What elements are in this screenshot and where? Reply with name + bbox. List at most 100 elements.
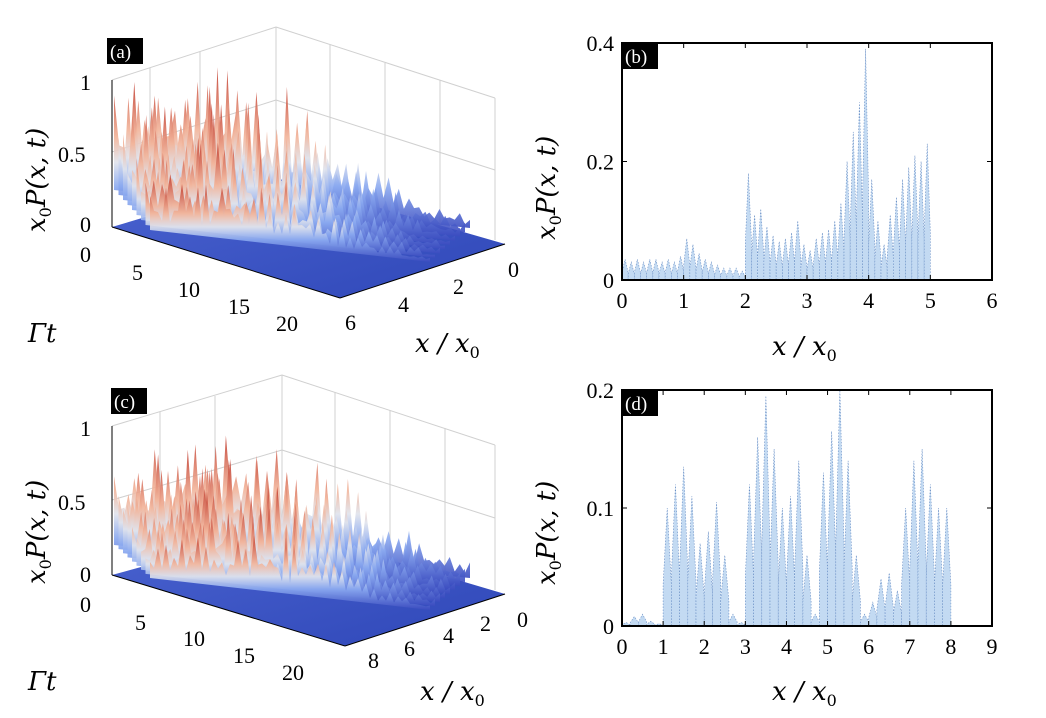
bar: [794, 460, 804, 627]
panel-c-t-label: Γt: [27, 667, 57, 697]
panel-b-y-ticks: 0 0.2 0.4: [587, 31, 992, 293]
bar: [687, 496, 697, 627]
bar: [701, 259, 709, 281]
bar: [640, 261, 647, 281]
bar: [819, 232, 826, 281]
y-tick-label: 0.2: [587, 150, 615, 175]
bar: [911, 155, 919, 281]
bar: [761, 395, 771, 627]
panel-c-x-tick: 8: [368, 648, 379, 673]
bar: [856, 102, 863, 281]
panel-c-x-tick: 4: [443, 623, 454, 648]
panel-c-t-axis: [111, 574, 346, 647]
bar: [769, 448, 779, 627]
bar: [726, 267, 734, 281]
panel-a-t-tick: 10: [178, 277, 200, 302]
panel-c-z-tick: 0.5: [58, 490, 86, 515]
bar: [775, 241, 783, 281]
bar: [934, 507, 943, 627]
x-tick-label: 0: [617, 634, 628, 659]
panel-a-t-axis: [111, 226, 341, 299]
bar: [893, 590, 902, 627]
bar: [782, 238, 789, 281]
x-tick-label: 6: [987, 288, 998, 313]
bar: [677, 256, 684, 281]
bar: [925, 484, 935, 627]
bar: [825, 229, 832, 281]
panel-d-bars: [621, 389, 952, 627]
panel-c-t-tick: 5: [135, 610, 146, 635]
bar: [712, 502, 721, 627]
bar: [868, 601, 878, 627]
panel-c-t-tick: 15: [233, 643, 255, 668]
panel-c-x-tick: 2: [480, 611, 491, 636]
y-tick-label: 0: [603, 614, 614, 639]
panel-a-tag-bg: [107, 38, 143, 64]
panel-d-x-label: x / x0: [772, 677, 837, 710]
panel-a-z-tick: 0: [80, 212, 91, 237]
bar: [802, 555, 812, 627]
panel-a-surface: [112, 67, 505, 298]
bar: [627, 261, 635, 281]
bar: [695, 543, 705, 627]
panel-c-z-tick: 1: [80, 416, 91, 441]
x-tick-label: 8: [945, 634, 956, 659]
bar: [695, 253, 703, 281]
bar: [843, 460, 853, 627]
bar: [745, 173, 752, 281]
bar: [720, 267, 728, 281]
bar: [777, 507, 787, 627]
panel-a-z-tick: 1: [80, 70, 91, 95]
panel-b-axes-frame: [621, 42, 993, 281]
panel-c-surface: [112, 435, 505, 646]
bar: [835, 389, 845, 627]
bar: [720, 555, 730, 627]
bar: [732, 267, 740, 281]
bar: [769, 235, 777, 281]
panel-c-x-tick: 0: [517, 607, 528, 632]
bar: [638, 613, 647, 627]
bar: [671, 484, 680, 627]
bar: [703, 531, 713, 627]
bar: [849, 131, 857, 281]
bar: [763, 226, 771, 281]
bar: [862, 48, 869, 281]
panel-a-x-tick: 6: [345, 310, 356, 335]
y-tick-label: 0.4: [587, 31, 615, 56]
bar: [923, 143, 931, 281]
x-tick-label: 4: [781, 634, 792, 659]
x-tick-label: 2: [699, 634, 710, 659]
bar: [689, 244, 697, 281]
panel-a-x-axis: [339, 243, 506, 299]
bar: [851, 555, 861, 627]
bar: [917, 448, 927, 627]
panel-a: 1 0.5 0 0 5 10 15 20 6 4 2 0 x0P(x, t) Γ…: [22, 26, 519, 362]
bar: [728, 613, 738, 627]
panel-a-x-label: x / x0: [415, 329, 480, 362]
bar: [629, 616, 639, 627]
panel-c-z-tick: 0: [80, 562, 91, 587]
bar: [652, 259, 660, 281]
y-tick-label: 0.1: [587, 496, 615, 521]
bar: [708, 261, 715, 281]
x-tick-label: 9: [987, 634, 998, 659]
bar: [751, 214, 758, 281]
bar: [905, 167, 913, 281]
surface-ridge: [150, 184, 430, 262]
bar: [806, 250, 814, 281]
panel-c-t-tick: 10: [183, 626, 205, 651]
panel-a-t-tick: 0: [80, 242, 91, 267]
panel-a-t-tick: 5: [132, 260, 143, 285]
panel-a-t-tick: 15: [228, 294, 250, 319]
x-tick-label: 1: [678, 288, 689, 313]
panel-a-tag: (a): [110, 42, 131, 63]
bar: [646, 620, 656, 627]
x-tick-label: 7: [904, 634, 915, 659]
bar: [658, 261, 666, 281]
panel-b-x-label: x / x0: [772, 332, 837, 365]
panel-d-y-label: x0P(x, t): [532, 481, 565, 585]
panel-b: 0 1 2 3 4 5 6 0 0.2 0.4 x0P(x, t) x / x0 (b): [532, 31, 998, 365]
panel-c-x-label: x / x0: [420, 677, 485, 710]
bar: [899, 179, 906, 281]
